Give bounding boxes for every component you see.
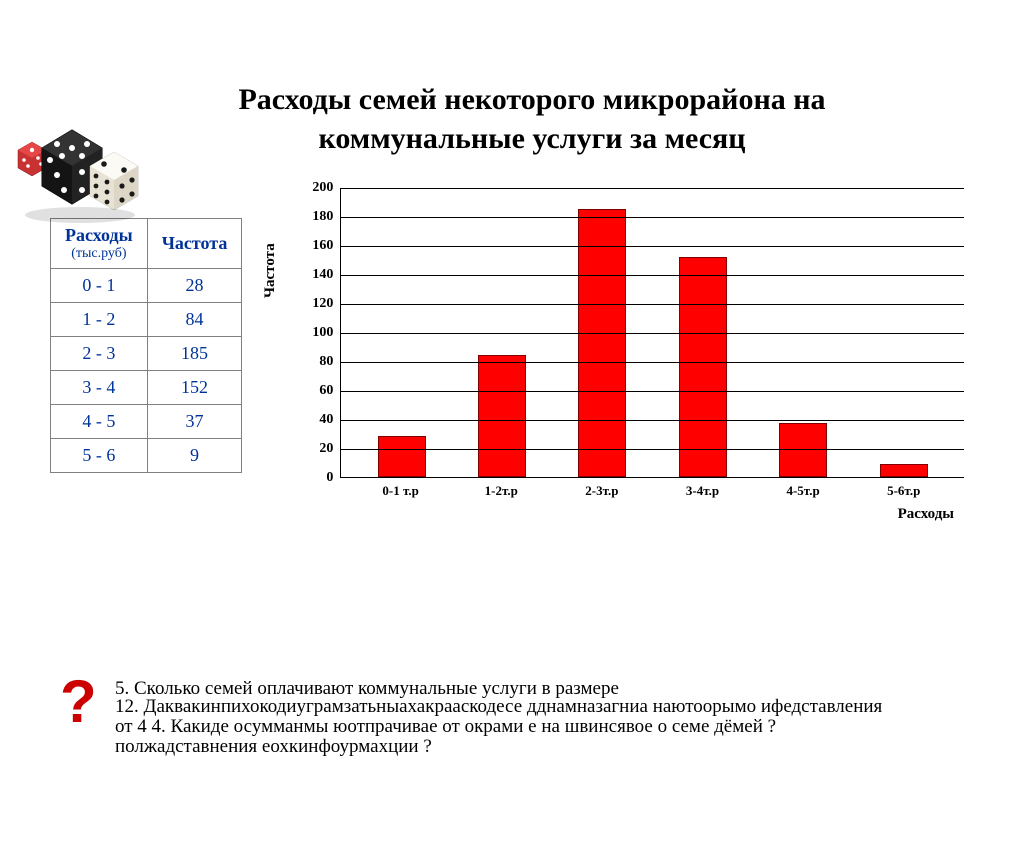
cell-range: 5 - 6 — [51, 439, 148, 473]
gridline — [341, 333, 964, 334]
y-tick-label: 100 — [312, 325, 333, 341]
dice-decoration — [10, 90, 150, 230]
q-line-4: полжадставнения еохкинфоурмахции ? — [115, 735, 432, 760]
th-expenses-sub: (тыс.руб) — [65, 246, 133, 262]
gridline — [341, 304, 964, 305]
y-tick-label: 0 — [326, 470, 333, 486]
plot-area — [340, 188, 964, 478]
gridline — [341, 275, 964, 276]
y-tick-label: 160 — [312, 238, 333, 254]
y-ticks: 020406080100120140160180200 — [302, 188, 337, 478]
table-row: 3 - 4152 — [51, 371, 242, 405]
x-tick-label: 4-5т.р — [779, 483, 827, 499]
x-tick-label: 0-1 т.р — [377, 483, 425, 499]
data-table-wrap: Расходы (тыс.руб) Частота 0 - 1281 - 284… — [50, 218, 242, 473]
bar — [478, 355, 526, 477]
gridline — [341, 217, 964, 218]
x-tick-label: 3-4т.р — [678, 483, 726, 499]
x-ticks: 0-1 т.р 1-2т.р 2-3т.р 3-4т.р 4-5т.р 5-6т.р — [340, 483, 964, 499]
gridline — [341, 449, 964, 450]
x-tick-label: 2-3т.р — [578, 483, 626, 499]
y-tick-label: 200 — [312, 180, 333, 196]
y-tick-label: 180 — [312, 209, 333, 225]
cell-freq: 9 — [147, 439, 242, 473]
cell-freq: 185 — [147, 337, 242, 371]
x-axis-label: Расходы — [898, 506, 954, 523]
bar — [679, 257, 727, 477]
gridline — [341, 188, 964, 189]
question-text: 5. Сколько семей оплачивают коммунальные… — [115, 677, 964, 757]
gridline — [341, 420, 964, 421]
gridline — [341, 246, 964, 247]
question-mark-icon: ? — [60, 667, 97, 736]
cell-freq: 37 — [147, 405, 242, 439]
gridline — [341, 362, 964, 363]
table-row: 4 - 537 — [51, 405, 242, 439]
bar — [578, 209, 626, 477]
bar — [779, 423, 827, 477]
cell-range: 2 - 3 — [51, 337, 148, 371]
questions-block: ? 5. Сколько семей оплачивают коммунальн… — [60, 677, 964, 757]
y-tick-label: 120 — [312, 296, 333, 312]
y-tick-label: 80 — [319, 354, 333, 370]
table-row: 0 - 128 — [51, 269, 242, 303]
cell-range: 0 - 1 — [51, 269, 148, 303]
bar — [880, 464, 928, 477]
table-row: 1 - 284 — [51, 303, 242, 337]
y-tick-label: 20 — [319, 441, 333, 457]
table-row: 5 - 69 — [51, 439, 242, 473]
y-tick-label: 40 — [319, 412, 333, 428]
gridline — [341, 391, 964, 392]
x-tick-label: 5-6т.р — [880, 483, 928, 499]
cell-freq: 28 — [147, 269, 242, 303]
cell-freq: 152 — [147, 371, 242, 405]
x-tick-label: 1-2т.р — [477, 483, 525, 499]
y-tick-label: 140 — [312, 267, 333, 283]
cell-freq: 84 — [147, 303, 242, 337]
th-frequency: Частота — [147, 219, 242, 269]
content-row: Расходы (тыс.руб) Частота 0 - 1281 - 284… — [0, 188, 1024, 528]
cell-range: 3 - 4 — [51, 371, 148, 405]
cell-range: 4 - 5 — [51, 405, 148, 439]
page-title: Расходы семей некоторого микрорайона на … — [160, 80, 904, 158]
cell-range: 1 - 2 — [51, 303, 148, 337]
data-table: Расходы (тыс.руб) Частота 0 - 1281 - 284… — [50, 218, 242, 473]
table-row: 2 - 3185 — [51, 337, 242, 371]
y-tick-label: 60 — [319, 383, 333, 399]
bar-chart: Частота 020406080100120140160180200 0-1 … — [272, 188, 974, 528]
bar — [378, 436, 426, 477]
y-axis-label: Частота — [262, 243, 279, 298]
